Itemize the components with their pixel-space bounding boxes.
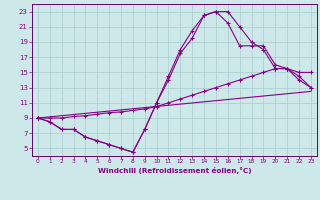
X-axis label: Windchill (Refroidissement éolien,°C): Windchill (Refroidissement éolien,°C) [98, 167, 251, 174]
